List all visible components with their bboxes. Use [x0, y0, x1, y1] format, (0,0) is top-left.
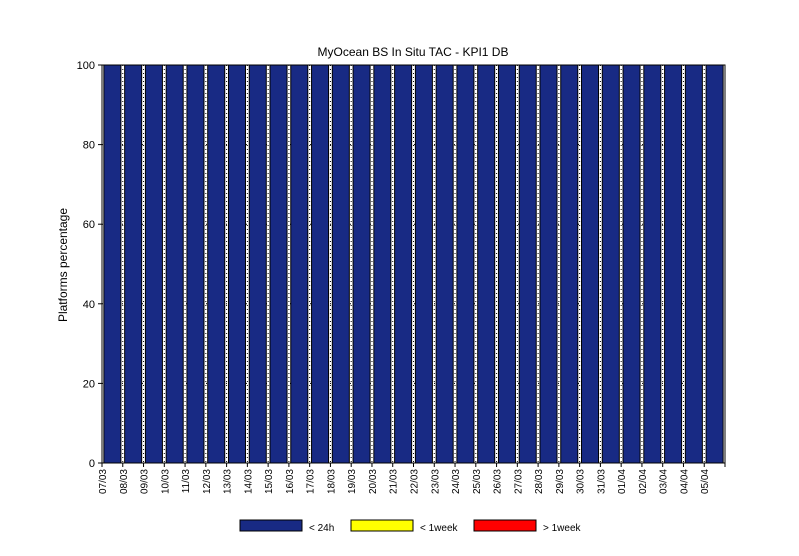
- x-tick-label: 27/03: [513, 469, 524, 494]
- bar: [207, 64, 226, 464]
- bar: [186, 64, 205, 464]
- y-tick-label: 80: [83, 140, 95, 152]
- bar: [497, 64, 516, 464]
- x-tick-label: 03/04: [659, 469, 670, 494]
- x-tick-label: 09/03: [140, 469, 151, 494]
- x-tick-label: 01/04: [617, 469, 628, 494]
- x-tick-label: 13/03: [223, 469, 234, 494]
- x-tick-label: 12/03: [202, 469, 213, 494]
- bar: [352, 64, 371, 464]
- x-axis-ticks: 07/03 08/03 09/03 10/03 11/03 12/03 13/03 14/03…: [98, 463, 726, 494]
- x-tick-label: 24/03: [451, 469, 462, 494]
- legend-swatch: [473, 519, 537, 532]
- bar: [124, 64, 143, 464]
- y-tick-label: 60: [83, 219, 95, 231]
- legend-item: < 24h: [239, 519, 334, 534]
- y-axis-ticks: 0 20 40 60 80 100: [77, 60, 102, 470]
- x-tick-label: 04/04: [679, 469, 690, 494]
- bar: [705, 64, 724, 464]
- x-tick-label: 16/03: [285, 469, 296, 494]
- y-axis-label: Platforms percentage: [56, 208, 70, 322]
- bar: [435, 64, 454, 464]
- bar: [227, 64, 247, 464]
- bar: [311, 64, 330, 464]
- bar: [643, 64, 662, 464]
- y-tick-label: 100: [77, 60, 95, 72]
- x-tick-label: 23/03: [430, 469, 441, 494]
- bar: [414, 64, 433, 464]
- x-tick-label: 25/03: [472, 469, 483, 494]
- legend-label: > 1week: [543, 523, 582, 534]
- bar: [248, 64, 267, 464]
- y-tick-label: 0: [89, 458, 95, 470]
- x-tick-label: 18/03: [326, 469, 337, 494]
- x-tick-label: 05/04: [700, 469, 711, 494]
- bar: [331, 64, 350, 464]
- x-tick-label: 19/03: [347, 469, 358, 494]
- bar: [684, 64, 703, 464]
- bar: [477, 64, 496, 464]
- x-tick-label: 28/03: [534, 469, 545, 494]
- legend-item: < 1week: [350, 519, 459, 534]
- x-tick-label: 26/03: [493, 469, 504, 494]
- bar: [518, 64, 537, 464]
- x-tick-label: 11/03: [181, 469, 192, 494]
- bar: [560, 64, 579, 464]
- bar: [269, 64, 288, 464]
- bar: [539, 64, 558, 464]
- x-tick-label: 10/03: [160, 469, 171, 494]
- legend: < 24h < 1week > 1week: [239, 519, 582, 534]
- bar: [581, 64, 600, 464]
- legend-label: < 1week: [420, 523, 459, 534]
- x-tick-label: 08/03: [119, 469, 130, 494]
- legend-swatch: [350, 519, 414, 532]
- bars: [103, 64, 724, 464]
- legend-item: > 1week: [473, 519, 582, 534]
- bar: [601, 64, 620, 464]
- bar: [290, 64, 309, 464]
- x-tick-label: 29/03: [555, 469, 566, 494]
- x-tick-label: 20/03: [368, 469, 379, 494]
- bar: [664, 64, 683, 464]
- bar: [373, 64, 392, 464]
- bar: [144, 64, 163, 464]
- bar: [456, 64, 475, 464]
- bar: [165, 64, 184, 464]
- y-tick-label: 20: [83, 378, 95, 390]
- y-tick-label: 40: [83, 299, 95, 311]
- bar: [394, 64, 413, 464]
- legend-swatch: [239, 519, 303, 532]
- x-tick-label: 15/03: [264, 469, 275, 494]
- x-tick-label: 14/03: [243, 469, 254, 494]
- x-tick-label: 07/03: [98, 469, 109, 494]
- x-tick-label: 17/03: [306, 469, 317, 494]
- x-tick-label: 02/04: [638, 469, 649, 494]
- x-tick-label: 30/03: [576, 469, 587, 494]
- chart-title: MyOcean BS In Situ TAC - KPI1 DB: [318, 45, 509, 59]
- bar: [622, 64, 641, 464]
- x-tick-label: 22/03: [410, 469, 421, 494]
- x-tick-label: 21/03: [389, 469, 400, 494]
- legend-label: < 24h: [309, 523, 334, 534]
- x-tick-label: 31/03: [596, 469, 607, 494]
- bar: [103, 64, 122, 464]
